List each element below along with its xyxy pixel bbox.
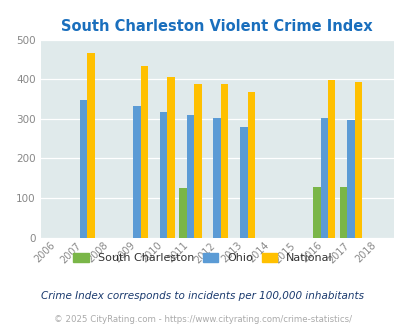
Bar [213,118,220,238]
Text: © 2025 CityRating.com - https://www.cityrating.com/crime-statistics/: © 2025 CityRating.com - https://www.city… [54,315,351,324]
Title: South Charleston Violent Crime Index: South Charleston Violent Crime Index [61,19,372,34]
Bar [220,84,228,238]
Bar [194,84,201,238]
Bar [339,187,346,238]
Bar [247,92,255,238]
Bar [79,100,87,238]
Legend: South Charleston, Ohio, National: South Charleston, Ohio, National [70,249,335,267]
Bar [179,188,186,238]
Bar [312,187,320,238]
Bar [186,115,194,238]
Text: Crime Index corresponds to incidents per 100,000 inhabitants: Crime Index corresponds to incidents per… [41,291,364,301]
Bar [87,53,94,238]
Bar [133,106,140,238]
Bar [240,127,247,238]
Bar [327,81,335,238]
Bar [160,112,167,238]
Bar [320,118,327,238]
Bar [167,77,175,238]
Bar [354,82,361,238]
Bar [346,119,354,238]
Bar [140,66,148,238]
